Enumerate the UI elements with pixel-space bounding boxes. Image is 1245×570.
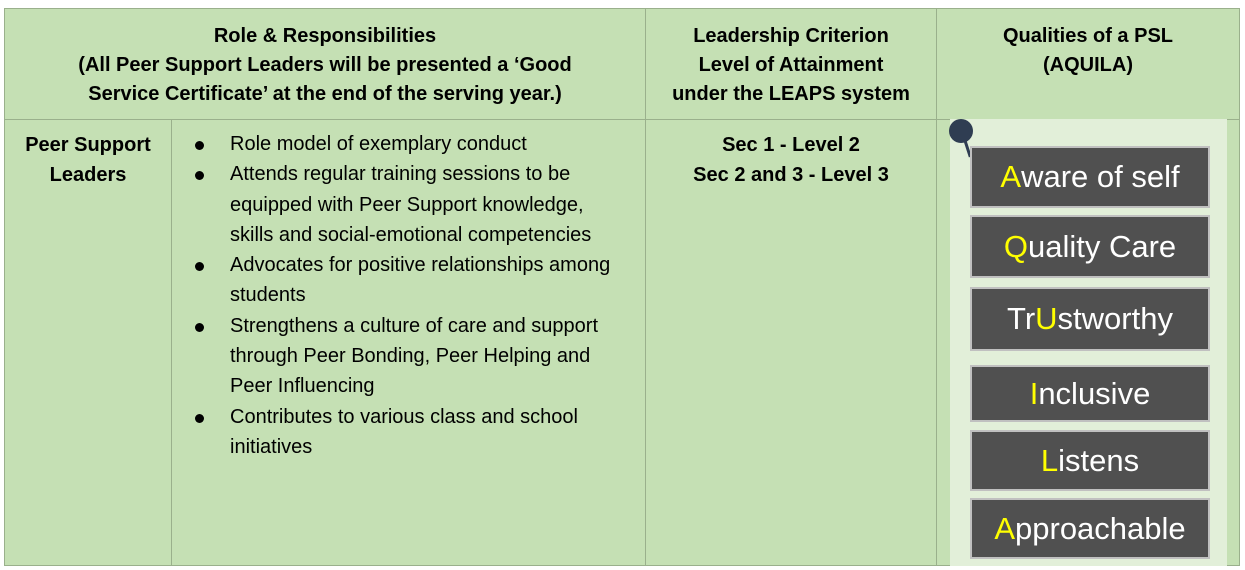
role-name-line2: Leaders xyxy=(49,164,127,186)
quality-initial: Q xyxy=(1003,228,1028,264)
responsibility-item: Role model of exemplary conduct xyxy=(172,129,631,159)
header-role-line3: Service Certificate’ at the end of the s… xyxy=(88,83,562,105)
header-qualities: Qualities of a PSL (AQUILA) xyxy=(937,8,1240,120)
role-name-cell: Peer Support Leaders xyxy=(4,120,172,566)
header-qualities-line1: Qualities of a PSL xyxy=(1002,25,1174,47)
criterion-line1: Sec 1 - Level 2 xyxy=(722,134,860,156)
header-leadership-criterion: Leadership Criterion Level of Attainment… xyxy=(646,8,937,120)
responsibility-item: Attends regular training sessions to be … xyxy=(172,159,631,250)
quality-initial: U xyxy=(1035,301,1058,336)
header-qualities-line2: (AQUILA) xyxy=(1043,54,1133,76)
responsibility-item: Strengthens a culture of care and suppor… xyxy=(172,311,631,402)
header-role-line2: (All Peer Support Leaders will be presen… xyxy=(78,54,572,76)
quality-initial: L xyxy=(1040,442,1059,478)
responsibility-item: Advocates for positive relationships amo… xyxy=(172,250,631,311)
header-criterion-line3: under the LEAPS system xyxy=(672,83,910,105)
role-name-line1: Peer Support xyxy=(25,134,151,156)
criterion-cell: Sec 1 - Level 2 Sec 2 and 3 - Level 3 xyxy=(646,120,937,566)
quality-initial: A xyxy=(994,510,1016,546)
quality-initial: I xyxy=(1029,375,1039,411)
responsibilities-cell: Role model of exemplary conduct Attends … xyxy=(172,120,646,566)
header-criterion-line1: Leadership Criterion xyxy=(693,25,889,47)
responsibility-item: Contributes to various class and school … xyxy=(172,402,631,463)
criterion-line2: Sec 2 and 3 - Level 3 xyxy=(693,164,889,186)
quality-initial: A xyxy=(1000,159,1022,194)
header-criterion-line2: Level of Attainment xyxy=(698,54,884,76)
pin-icon xyxy=(949,119,973,143)
header-role-responsibilities: Role & Responsibilities (All Peer Suppor… xyxy=(4,8,646,120)
responsibilities-list: Role model of exemplary conduct Attends … xyxy=(172,129,631,462)
header-role-line1: Role & Responsibilities xyxy=(213,25,437,47)
